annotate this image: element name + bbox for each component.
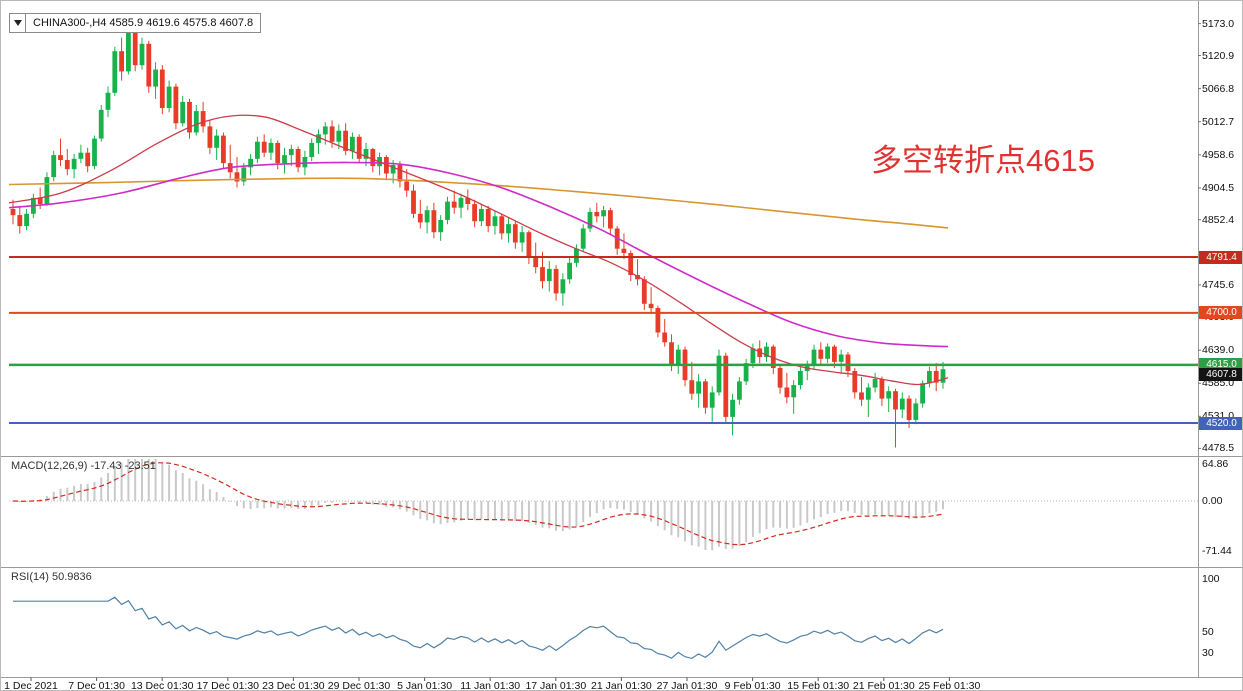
rsi-axis-label: 50: [1202, 625, 1214, 638]
time-axis-label: 27 Jan 01:30: [656, 680, 718, 691]
rsi-axis-label: 30: [1202, 646, 1214, 659]
rsi-indicator-label: RSI(14) 50.9836: [11, 571, 92, 583]
price-tick-label: 5120.9: [1202, 49, 1235, 62]
ma-line-gold: [8, 177, 949, 229]
time-axis-label: 11 Jan 01:30: [460, 680, 521, 691]
ma-line-magenta: [8, 161, 949, 348]
time-axis-label: 17 Dec 01:30: [196, 680, 260, 691]
time-axis-label: 21 Jan 01:30: [591, 680, 652, 691]
price-tick-label: 4478.5: [1202, 442, 1235, 455]
time-axis-label: 29 Dec 01:30: [327, 680, 391, 691]
price-tick-label: 4745.6: [1202, 279, 1235, 291]
rsi-axis-label: 100: [1202, 573, 1220, 585]
time-axis-label: 21 Feb 01:30: [852, 680, 915, 691]
symbol-ohlc-header[interactable]: CHINA300-,H4 4585.9 4619.6 4575.8 4607.8: [9, 13, 262, 33]
macd-indicator-label: MACD(12,26,9) -17.43 -23.51: [11, 460, 156, 472]
rsi-line: [13, 596, 944, 660]
time-axis-label: 5 Jan 01:30: [397, 680, 453, 691]
price-tick-label: 5012.7: [1202, 115, 1235, 128]
price-line-badge-4700.0: 4700.0: [1199, 306, 1242, 320]
macd-axis-label: -71.44: [1202, 545, 1232, 557]
time-axis-label: 15 Feb 01:30: [787, 680, 850, 691]
ma-line-red: [8, 114, 949, 386]
time-axis-label: 1 Dec 2021: [4, 680, 58, 691]
time-axis-label: 13 Dec 01:30: [130, 680, 194, 691]
symbol-ohlc-text: CHINA300-,H4 4585.9 4619.6 4575.8 4607.8: [26, 17, 260, 29]
macd-axis-label: 0.00: [1202, 495, 1223, 507]
last-price-badge: 4607.8: [1199, 367, 1242, 381]
price-tick-label: 4958.6: [1202, 148, 1235, 161]
time-axis-label: 9 Feb 01:30: [724, 680, 781, 691]
annotation-text[interactable]: 多空转折点4615: [871, 143, 1095, 178]
price-tick-label: 5173.0: [1202, 17, 1235, 30]
time-axis-label: 25 Feb 01:30: [918, 680, 981, 691]
macd-histogram: [18, 459, 944, 551]
price-tick-label: 4639.0: [1202, 344, 1235, 357]
price-tick-label: 5066.8: [1202, 82, 1235, 95]
time-axis-label: 17 Jan 01:30: [525, 680, 587, 691]
time-axis-label: 23 Dec 01:30: [262, 680, 325, 691]
symbol-period: CHINA300-,H4: [33, 17, 107, 29]
candlestick-series: [10, 23, 946, 448]
price-tick-label: 4852.4: [1202, 213, 1235, 226]
price-tick-label: 4904.5: [1202, 181, 1235, 194]
macd-axis-label: 64.86: [1202, 458, 1229, 470]
symbol-dropdown-icon[interactable]: [10, 14, 26, 32]
price-line-badge-4791.4: 4791.4: [1199, 250, 1242, 264]
macd-signal-line: [12, 462, 944, 546]
price-line-badge-4520.0: 4520.0: [1199, 416, 1242, 430]
ohlc-values: 4585.9 4619.6 4575.8 4607.8: [109, 17, 254, 29]
time-axis-label: 7 Dec 01:30: [68, 680, 125, 691]
